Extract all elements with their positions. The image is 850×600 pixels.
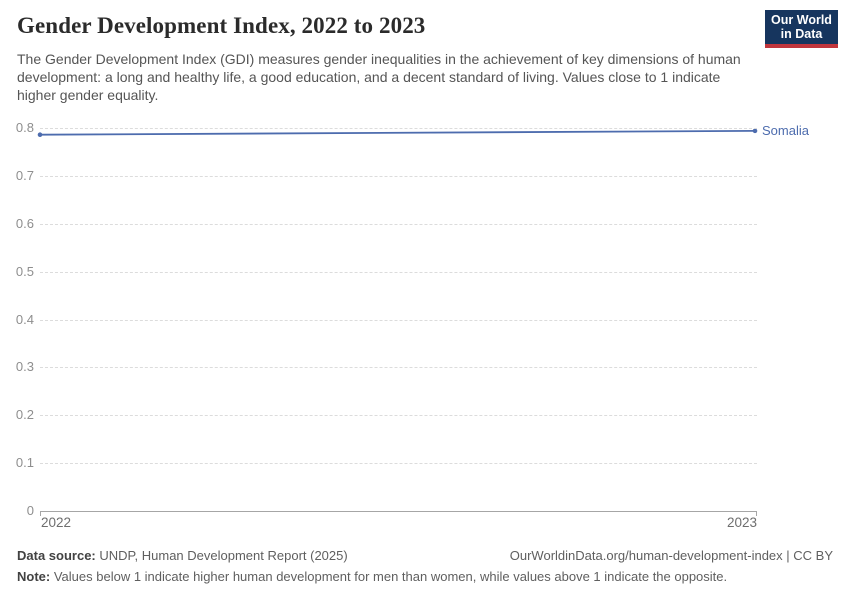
y-tick-label: 0.6	[15, 215, 34, 231]
owid-logo: Our World in Data	[765, 10, 838, 48]
x-axis-end-tick	[756, 511, 757, 516]
x-axis-line	[40, 511, 757, 512]
gridline	[40, 223, 757, 225]
series-label-somalia[interactable]: Somalia	[762, 122, 809, 138]
footer-source-row: Data source: UNDP, Human Development Rep…	[17, 548, 833, 563]
x-axis-end-tick	[40, 511, 41, 516]
gridline	[40, 367, 757, 369]
note-label: Note:	[17, 569, 51, 584]
y-tick-label: 0.8	[15, 120, 34, 135]
gridline	[40, 415, 757, 417]
gridline	[40, 128, 757, 129]
gridline	[40, 271, 757, 273]
y-tick-label: 0.1	[15, 455, 34, 471]
x-tick-label-2022: 2022	[41, 515, 72, 530]
owid-logo-line1: Our World	[771, 13, 832, 27]
chart-subtitle: The Gender Development Index (GDI) measu…	[17, 51, 741, 103]
x-tick-label-2023: 2023	[726, 515, 757, 530]
data-source-value: UNDP, Human Development Report (2025)	[99, 548, 348, 563]
y-tick-label: 0.5	[15, 263, 34, 279]
citation-link[interactable]: OurWorldinData.org/human-development-ind…	[509, 548, 833, 563]
y-tick-label: 0.4	[15, 311, 34, 327]
y-tick-label: 0.3	[15, 359, 34, 375]
y-tick-label: 0.2	[15, 407, 34, 423]
y-tick-label: 0	[26, 503, 34, 518]
y-tick-label: 0.7	[15, 167, 34, 183]
gridline	[40, 175, 757, 177]
chart-title: Gender Development Index, 2022 to 2023	[17, 13, 426, 38]
data-source-text: Data source: UNDP, Human Development Rep…	[17, 548, 348, 563]
gridline	[40, 319, 757, 321]
gridline	[40, 463, 757, 465]
owid-logo-line2: in Data	[780, 27, 823, 41]
note-text: Values below 1 indicate higher human dev…	[53, 569, 728, 584]
data-source-label: Data source:	[17, 548, 96, 563]
footer-note-row: Note: Values below 1 indicate higher hum…	[17, 569, 833, 584]
